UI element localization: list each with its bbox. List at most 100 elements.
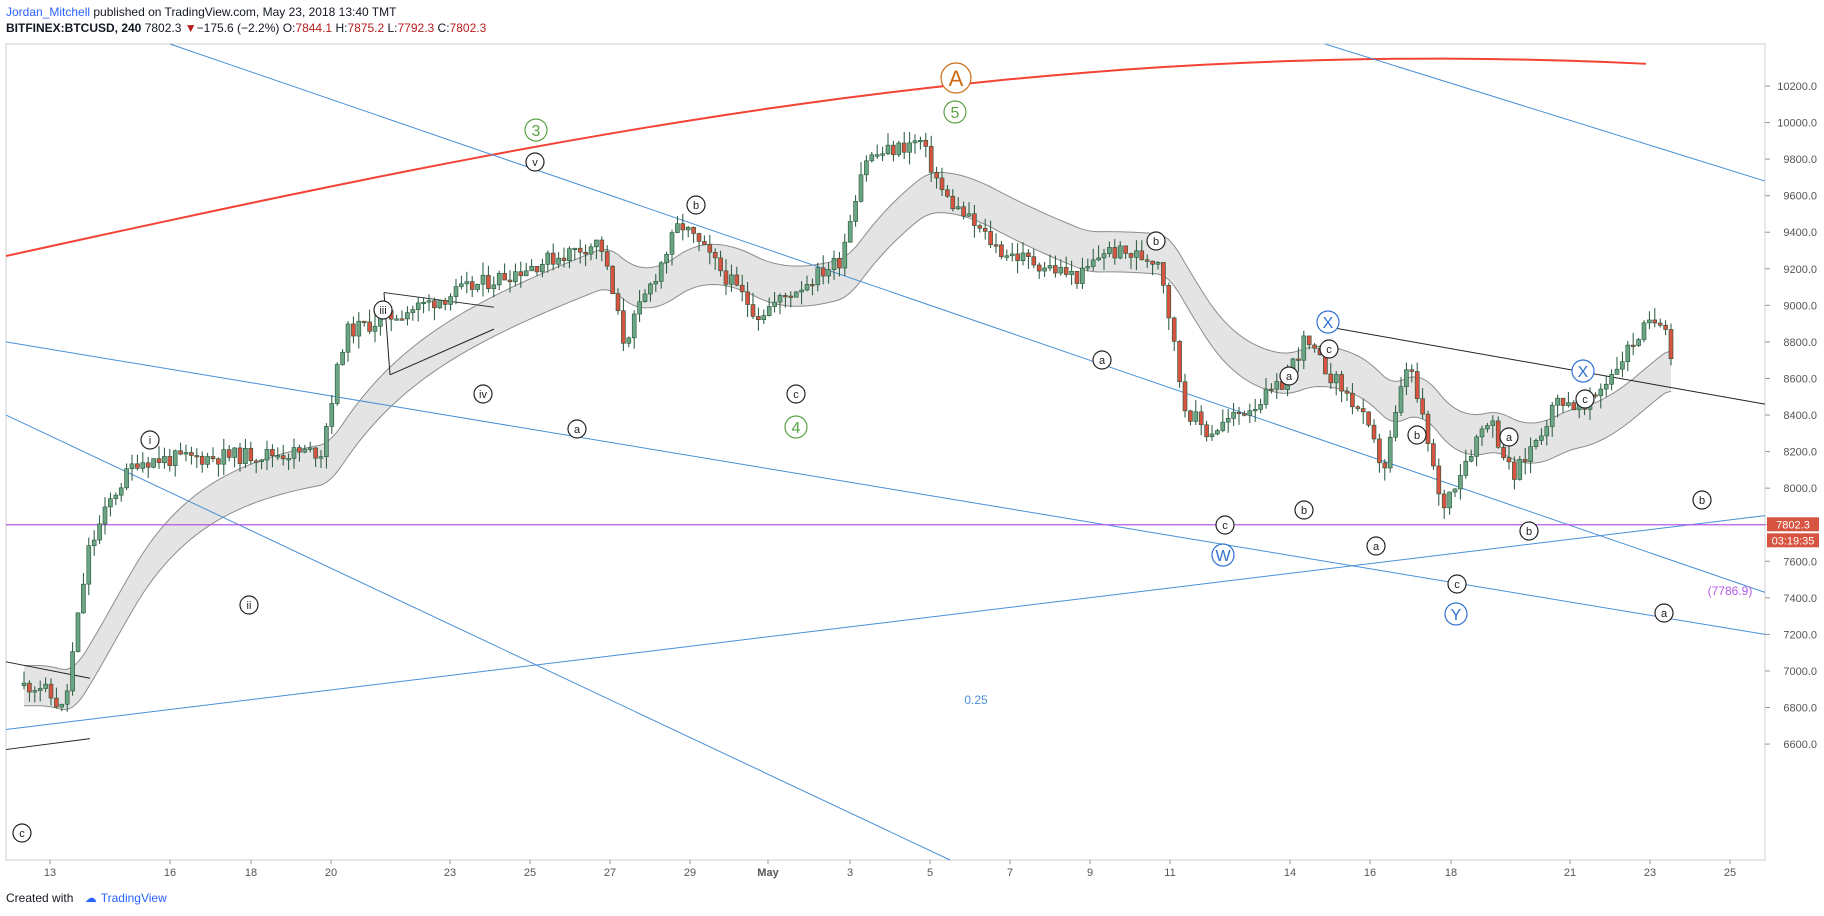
symbol-label[interactable]: BITFINEX:BTCUSD, 240 [6,21,142,35]
tradingview-brand[interactable]: TradingView [100,891,167,905]
publish-line: Jordan_Mitchell published on TradingView… [6,4,1506,20]
candle-up [475,283,480,290]
candle-down [1182,381,1188,412]
candle-down [615,293,621,311]
candle-up [437,300,443,309]
candle-down [1522,459,1528,462]
candle-up [1598,388,1604,397]
wave-iii-label-ring [373,300,393,320]
candle-down [442,300,448,305]
wave-a-label: a [1661,608,1668,620]
candle-up [1533,440,1539,447]
candle-up [1603,383,1609,390]
wave-X-label: X [1323,315,1334,332]
candle-down [1506,457,1512,463]
candle-up [415,302,421,310]
candle-down [1657,322,1663,326]
candle-down [351,323,356,337]
candle-down [1360,408,1366,413]
x-tick-label: 5 [927,867,933,879]
candle-down [1112,247,1118,259]
wave-i-label: i [149,435,151,447]
candle-up [631,313,637,339]
candle-down [27,682,32,693]
candle-down [1512,461,1517,480]
x-tick-label: 16 [1364,867,1376,879]
wave-v-label: v [532,157,538,169]
candle-up [669,232,675,255]
wave-5-label: 5 [951,105,960,122]
candle-down [1063,267,1069,275]
candle-up [1555,397,1560,406]
x-tick-label: 11 [1164,867,1175,879]
trendline-steep [5,414,951,861]
candle-down [950,195,956,210]
candle-down [1177,341,1182,383]
wave-c-label-ring [1319,339,1339,359]
candle-up [874,154,880,157]
wave-i-label-ring [140,430,160,450]
wave-ii-label-ring [239,595,259,615]
candle-down [1355,406,1361,409]
candle-down [1501,447,1506,459]
candle-up [1468,456,1474,462]
wave-c-label-ring [1575,389,1595,409]
x-tick-label: 20 [325,867,337,879]
channel-resistance-line [5,57,1647,257]
y-tick-label: 8600.0 [1783,373,1817,385]
candle-up [1193,411,1199,422]
candle-down [1571,402,1577,411]
candle-up [556,257,561,265]
candle-down [1204,424,1209,438]
low-value: 7792.3 [397,21,435,35]
candle-down [1150,260,1155,265]
y-tick-label: 9400.0 [1783,227,1817,239]
candle-down [189,452,194,456]
candle-down [1382,462,1388,469]
low-label: L: [387,21,398,35]
candle-down [216,458,221,465]
wave-a-label-ring [1366,536,1386,556]
wave-3-label: 3 [532,123,541,140]
candle-up [162,456,167,464]
candle-up [896,142,902,156]
candle-down [972,213,977,226]
candle-up [1404,369,1409,387]
candle-down [718,257,723,272]
candle-down [750,304,756,317]
candle-down [1306,335,1312,346]
candle-up [243,447,248,464]
candle-down [550,252,556,265]
candle-down [1296,358,1301,361]
candle-down [194,455,200,458]
candle-up [102,506,108,525]
candle-up [496,272,502,286]
wave-a-label-ring [1654,603,1674,623]
ribbon-band [24,172,1671,710]
candle-down [712,251,718,259]
candle-down [399,318,405,321]
x-tick-label: 25 [1724,867,1736,879]
support-price-label: (7786.9) [1708,584,1753,598]
candle-down [432,300,437,309]
countdown-bg [1767,533,1819,548]
created-with-text: Created with [6,891,74,905]
candle-down [48,683,54,699]
author-link[interactable]: Jordan_Mitchell [6,5,91,19]
countdown-timer: 03:19:35 [1772,535,1815,547]
candle-down [1652,319,1658,324]
candle-up [275,455,281,458]
wave-a-label: a [574,424,581,436]
candle-up [345,323,351,353]
triangle-upper [383,292,495,308]
candle-down [1269,388,1274,391]
tradingview-logo-icon[interactable]: ☁ [84,891,97,905]
wave-b-label-ring [1519,521,1539,541]
candle-down [1350,392,1355,408]
candle-down [788,295,794,298]
candle-up [43,683,48,689]
candle-up [1641,322,1647,340]
wave-iv-label: iv [479,389,487,401]
candle-down [518,271,524,277]
